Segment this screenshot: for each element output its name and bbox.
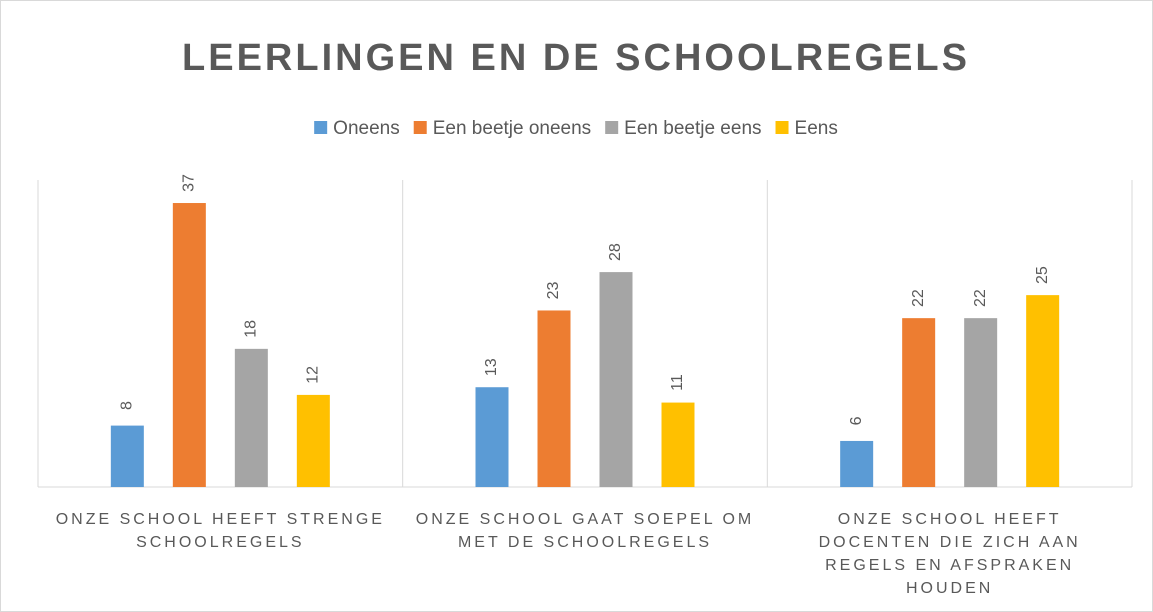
legend-label: Een beetje eens — [624, 118, 761, 139]
legend-swatch — [775, 121, 789, 134]
bar — [537, 310, 571, 487]
data-label: 28 — [607, 243, 624, 261]
data-label: 23 — [545, 281, 562, 299]
x-tick-label: ONZE SCHOOL GAAT SOEPEL OM MET DE SCHOOL… — [415, 511, 755, 551]
legend-label: Eens — [795, 118, 838, 139]
x-tick-label: ONZE SCHOOL HEEFT STRENGE SCHOOLREGELS — [55, 511, 385, 551]
data-label: 37 — [181, 174, 198, 192]
data-label: 11 — [669, 374, 686, 391]
bar — [296, 394, 330, 487]
bar — [110, 425, 144, 487]
legend-swatch — [605, 121, 619, 134]
data-label: 13 — [483, 358, 500, 376]
bar — [661, 402, 695, 487]
bar — [599, 272, 633, 487]
legend-label: Oneens — [333, 118, 400, 139]
bar — [902, 318, 936, 487]
bar — [475, 387, 509, 487]
data-label: 6 — [848, 416, 865, 425]
data-label: 8 — [119, 401, 136, 410]
data-label: 22 — [910, 289, 927, 307]
legend-label: Een beetje oneens — [433, 118, 591, 139]
data-label: 18 — [243, 320, 260, 338]
data-label: 12 — [305, 366, 322, 384]
bar — [840, 440, 874, 487]
bar — [1026, 295, 1060, 487]
bar — [172, 203, 206, 487]
data-label: 25 — [1034, 266, 1051, 284]
x-tick-label: ONZE SCHOOL HEEFT DOCENTEN DIE ZICH AAN … — [818, 511, 1081, 597]
chart-title: LEERLINGEN EN DE SCHOOLREGELS — [182, 37, 970, 79]
legend-swatch — [314, 121, 328, 134]
bar — [964, 318, 998, 487]
bar — [234, 348, 268, 487]
data-label: 22 — [972, 289, 989, 307]
legend-swatch — [413, 121, 427, 134]
